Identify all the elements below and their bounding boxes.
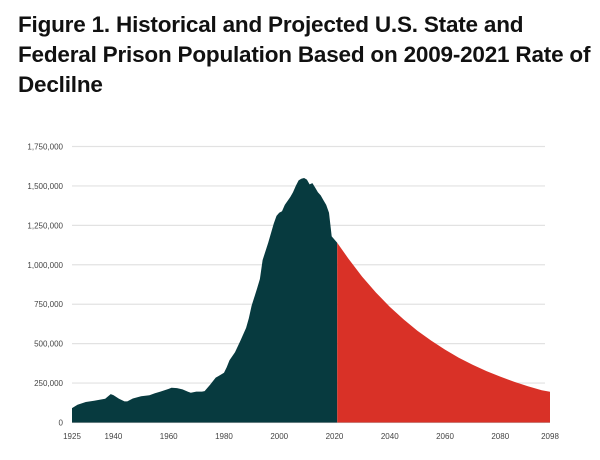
x-tick-label: 2000 — [270, 432, 288, 441]
x-tick-label: 1960 — [160, 432, 178, 441]
x-tick-label: 2060 — [436, 432, 454, 441]
y-tick-label: 750,000 — [34, 300, 63, 309]
y-tick-label: 500,000 — [34, 340, 63, 349]
y-tick-label: 1,750,000 — [27, 143, 63, 152]
y-tick-label: 250,000 — [34, 379, 63, 388]
y-tick-label: 1,000,000 — [27, 261, 63, 270]
y-tick-label: 1,500,000 — [27, 182, 63, 191]
x-tick-label: 2020 — [326, 432, 344, 441]
area-projected — [337, 242, 550, 423]
chart-title: Figure 1. Historical and Projected U.S. … — [18, 12, 591, 97]
x-tick-label: 2040 — [381, 432, 399, 441]
area-historical — [72, 178, 338, 423]
x-tick-label: 2080 — [491, 432, 509, 441]
x-tick-label: 1980 — [215, 432, 233, 441]
x-tick-label: 1940 — [105, 432, 123, 441]
x-tick-label: 1925 — [63, 432, 81, 441]
y-tick-label: 0 — [59, 419, 64, 428]
y-tick-label: 1,250,000 — [27, 221, 63, 230]
x-tick-label: 2098 — [541, 432, 559, 441]
